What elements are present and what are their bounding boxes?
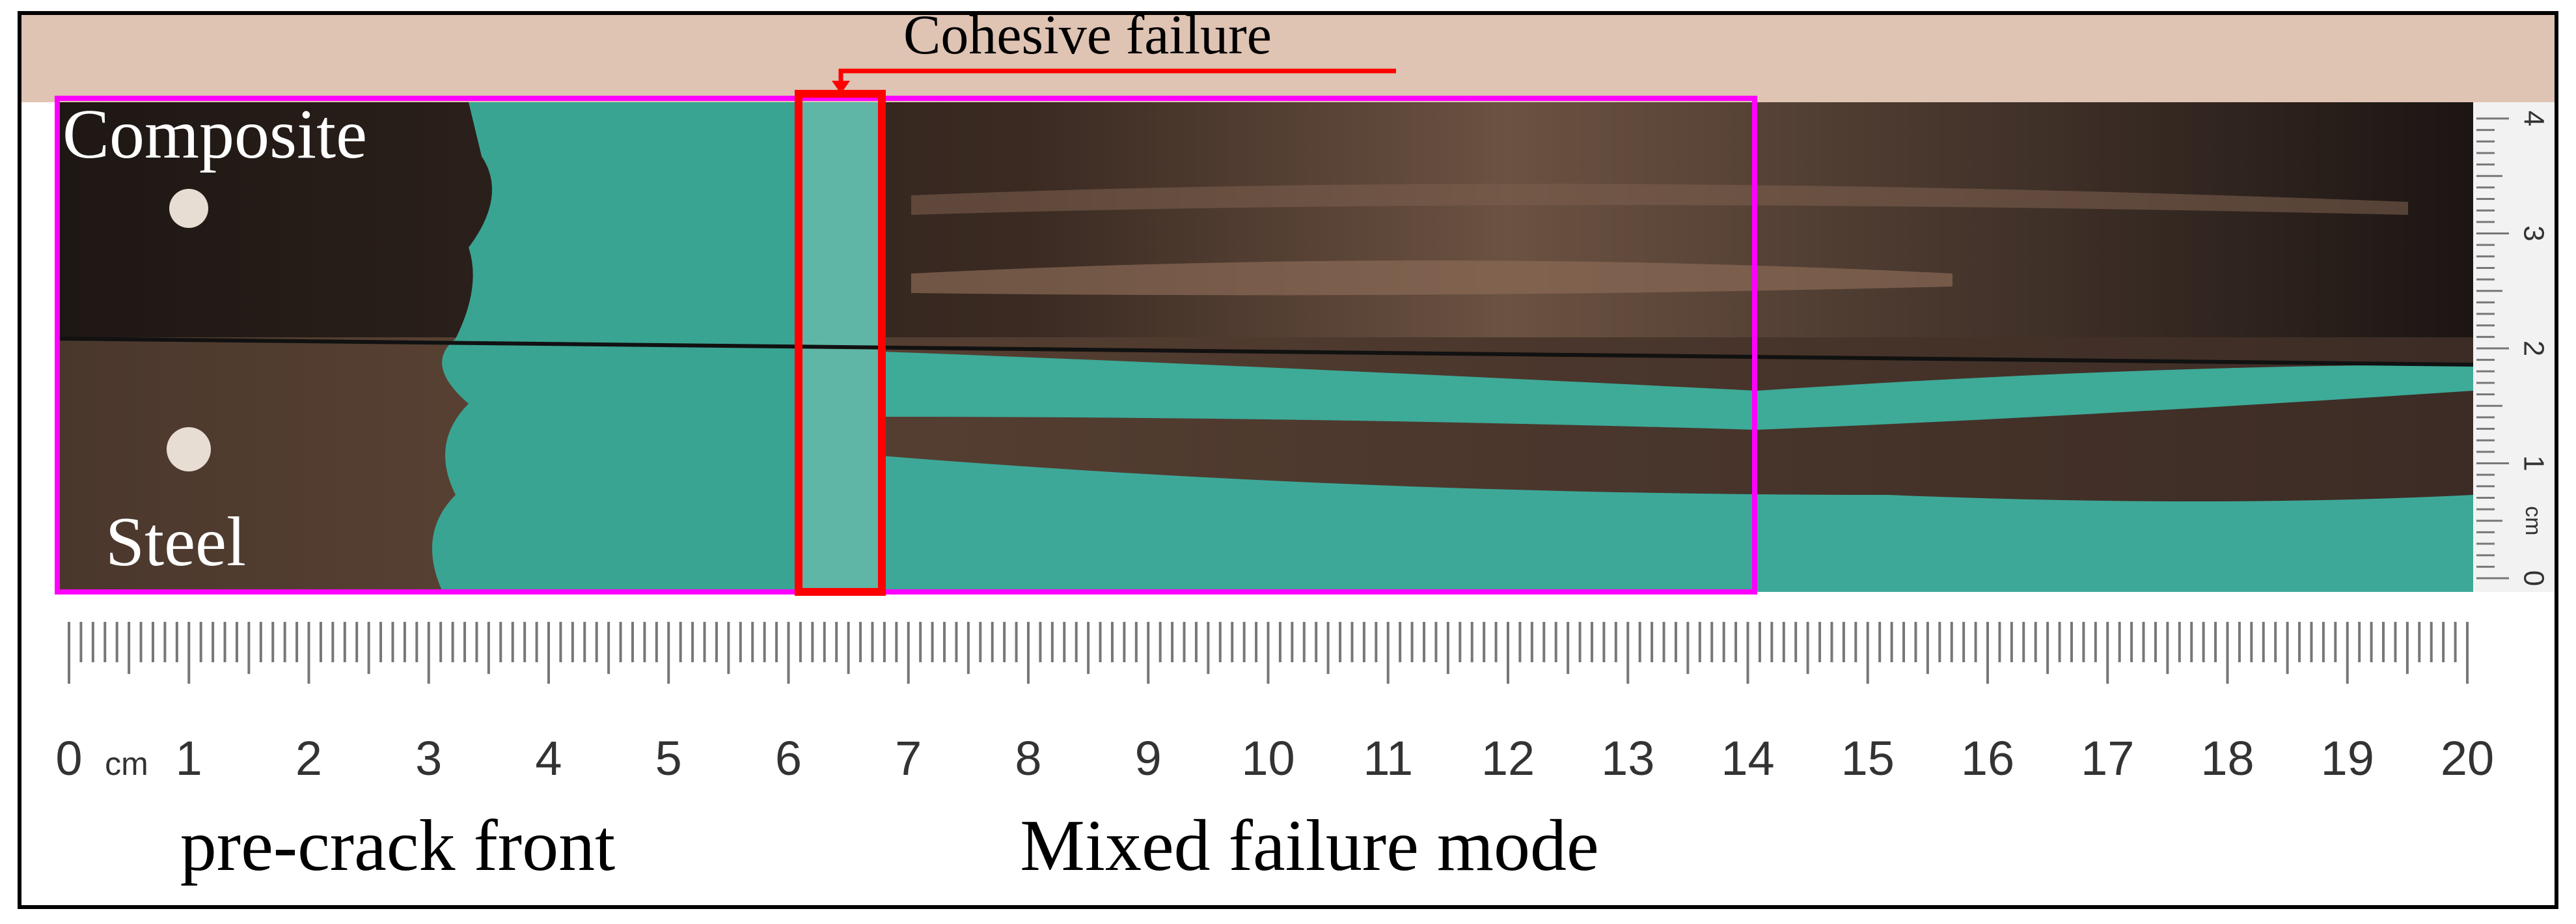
ruler-label: 10 [1241,731,1295,785]
ruler-label: 5 [655,731,682,785]
ruler-label: 0 [55,731,82,785]
ruler-label: 3 [415,731,442,785]
specimen-photo [57,102,2555,592]
ruler-label: 2 [295,731,322,785]
ruler-label: 7 [895,731,922,785]
cohesive-region-box [795,90,886,596]
arrow-head [832,81,850,94]
ruler-label: 9 [1135,731,1162,785]
ruler-label: 8 [1015,731,1041,785]
top-band [21,15,2555,102]
ruler-label: 13 [1601,731,1654,785]
ruler-label: 15 [1841,731,1895,785]
side-label: 4 [2517,111,2549,126]
side-ruler: 0 1 2 3 4 cm [2476,111,2549,586]
side-unit: cm [2521,506,2545,535]
ruler-label: 14 [1721,731,1774,785]
mixed-region-box [55,96,1757,595]
pre-crack-label: pre-crack front [180,805,615,886]
side-label: 0 [2517,570,2549,586]
ruler-label: 18 [2200,731,2254,785]
ruler-label: 17 [2081,731,2134,785]
side-label: 1 [2517,455,2549,471]
ruler-label: 19 [2321,731,2374,785]
ruler-label: 20 [2441,731,2494,785]
ruler-label: 6 [775,731,802,785]
mixed-label: Mixed failure mode [1020,805,1599,886]
arrow [838,68,1396,83]
ruler-label: 12 [1481,731,1535,785]
ruler-label: 4 [535,731,562,785]
steel-label: Steel [105,503,246,581]
composite-label: Composite [62,96,367,173]
side-label: 2 [2517,341,2549,356]
side-label: 3 [2517,225,2549,241]
ruler-unit: cm [105,746,148,782]
cohesive-label: Cohesive failure [903,3,1272,66]
ruler-label: 11 [1363,731,1413,785]
ruler-label: 1 [176,731,202,785]
ruler-label: 16 [1961,731,2014,785]
